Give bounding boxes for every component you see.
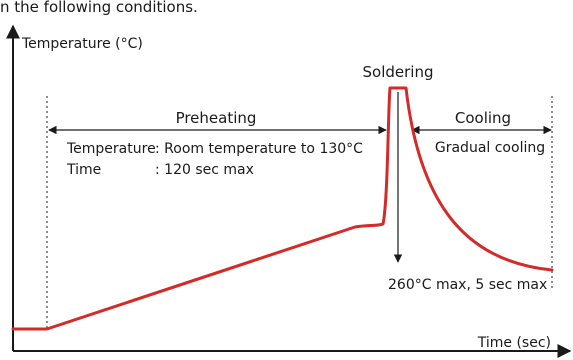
cooling-note: Gradual cooling [435, 140, 545, 156]
x-axis-label: Time (sec) [477, 335, 551, 351]
cooling-label: Cooling [455, 109, 511, 127]
temperature-profile-curve [11, 86, 554, 331]
preheating-label: Preheating [176, 109, 257, 127]
soldering-label: Soldering [363, 63, 434, 81]
y-axis-label: Temperature (°C) [21, 36, 143, 52]
soldering-limit-label: 260°C max, 5 sec max [388, 277, 547, 293]
preheat-time-value: : 120 sec max [155, 162, 254, 178]
preheat-time-label: Time [66, 162, 101, 178]
preheat-temperature-value: : Room temperature to 130°C [155, 141, 363, 157]
intro-text: n the following conditions. [0, 0, 198, 16]
preheat-temperature-label: Temperature [66, 141, 156, 157]
